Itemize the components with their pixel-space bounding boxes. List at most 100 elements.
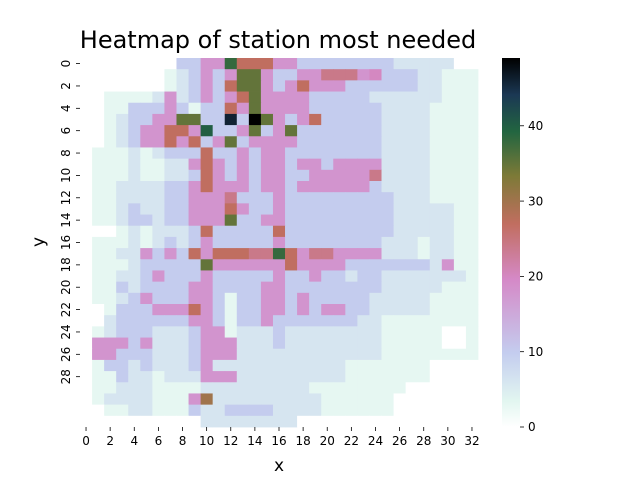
heatmap-cell xyxy=(164,382,177,394)
heatmap-cell xyxy=(188,214,202,227)
heatmap-cell xyxy=(188,393,202,406)
heatmap-cell xyxy=(309,147,322,160)
heatmap-cell xyxy=(212,348,226,361)
heatmap-cell xyxy=(309,404,322,417)
heatmap-cell xyxy=(393,69,407,81)
colorbar-tick-label: 40 xyxy=(528,119,543,133)
heatmap-cell xyxy=(212,102,226,115)
heatmap-cell xyxy=(381,113,394,126)
heatmap-cell xyxy=(224,225,238,238)
heatmap-cell xyxy=(345,225,358,238)
heatmap-cell xyxy=(80,91,93,104)
heatmap-cell xyxy=(104,181,117,193)
heatmap-cell xyxy=(393,382,407,394)
heatmap-cell xyxy=(128,113,141,126)
heatmap-cell xyxy=(441,404,455,417)
heatmap-cell xyxy=(405,270,419,283)
heatmap-cell xyxy=(140,158,153,171)
heatmap-cell xyxy=(417,304,431,316)
heatmap-cell xyxy=(104,203,117,215)
heatmap-cell xyxy=(441,158,455,171)
heatmap-cell xyxy=(188,113,202,126)
heatmap-cell xyxy=(92,147,105,160)
heatmap-cell xyxy=(248,393,262,406)
heatmap-cell xyxy=(321,348,334,361)
heatmap-cell xyxy=(188,382,202,394)
heatmap-cell xyxy=(369,304,382,316)
heatmap-cell xyxy=(260,147,274,160)
heatmap-cell xyxy=(381,348,394,361)
heatmap-cell xyxy=(405,315,419,327)
heatmap-cell xyxy=(345,169,358,182)
x-tick-label: 4 xyxy=(130,434,138,448)
heatmap-cell xyxy=(176,192,189,204)
heatmap-cell xyxy=(188,270,202,283)
heatmap-cell xyxy=(381,58,394,70)
heatmap-cell xyxy=(128,192,141,204)
heatmap-cell xyxy=(405,337,419,350)
heatmap-cell xyxy=(164,214,177,227)
heatmap-cell xyxy=(393,158,407,171)
heatmap-cell xyxy=(393,225,407,238)
heatmap-cell xyxy=(417,69,431,81)
heatmap-cell xyxy=(309,125,322,137)
x-axis-ticks: 0 2 4 6 8 10 12 14 16 18 20 22 24 26 28 30 32 xyxy=(82,427,480,448)
heatmap-cell xyxy=(297,326,310,338)
heatmap-cell xyxy=(248,192,262,204)
heatmap-cell xyxy=(429,147,443,160)
heatmap-cell xyxy=(405,214,419,227)
heatmap-cell xyxy=(128,337,141,350)
y-tick-label: 10 xyxy=(59,168,73,183)
heatmap-cell xyxy=(393,415,407,428)
heatmap-cell xyxy=(465,281,479,294)
heatmap-cell xyxy=(381,270,394,283)
heatmap-cell xyxy=(405,382,419,394)
heatmap-cell xyxy=(441,382,455,394)
heatmap-cell xyxy=(104,415,117,428)
heatmap-cell xyxy=(285,236,298,249)
heatmap-cell xyxy=(453,304,467,316)
heatmap-cell xyxy=(92,326,105,338)
heatmap-cell xyxy=(393,169,407,182)
heatmap-cell xyxy=(248,371,262,383)
heatmap-cell xyxy=(128,125,141,137)
heatmap-cell xyxy=(236,113,250,126)
heatmap-cell xyxy=(393,393,407,406)
heatmap-cell xyxy=(188,315,202,327)
heatmap-cell xyxy=(80,292,93,305)
heatmap-cell xyxy=(128,80,141,92)
heatmap-cell xyxy=(272,91,286,104)
heatmap-cell xyxy=(285,158,298,171)
heatmap-cell xyxy=(321,248,334,260)
heatmap-cell xyxy=(309,248,322,260)
heatmap-cell xyxy=(92,113,105,126)
heatmap-cell xyxy=(429,348,443,361)
heatmap-cell xyxy=(236,80,250,92)
heatmap-cell xyxy=(224,214,238,227)
heatmap-cell xyxy=(236,292,250,305)
heatmap-cell xyxy=(309,214,322,227)
heatmap-cell xyxy=(128,348,141,361)
heatmap-cell xyxy=(393,147,407,160)
heatmap-cell xyxy=(128,225,141,238)
heatmap-cell xyxy=(140,371,153,383)
heatmap-cell xyxy=(369,404,382,417)
heatmap-cell xyxy=(272,214,286,227)
heatmap-cell xyxy=(188,248,202,260)
heatmap-cell xyxy=(381,181,394,193)
heatmap-cell xyxy=(140,415,153,428)
heatmap-cell xyxy=(248,348,262,361)
heatmap-cell xyxy=(152,80,165,92)
heatmap-cell xyxy=(188,415,202,428)
heatmap-cell xyxy=(92,158,105,171)
heatmap-cell xyxy=(321,315,334,327)
heatmap-cell xyxy=(333,91,346,104)
heatmap-cell xyxy=(176,203,189,215)
heatmap-cell xyxy=(381,169,394,182)
heatmap-cell xyxy=(176,58,189,70)
heatmap-cell xyxy=(453,169,467,182)
heatmap-cell xyxy=(272,382,286,394)
heatmap-cell xyxy=(176,169,189,182)
heatmap-cell xyxy=(212,181,226,193)
heatmap-cell xyxy=(224,415,238,428)
